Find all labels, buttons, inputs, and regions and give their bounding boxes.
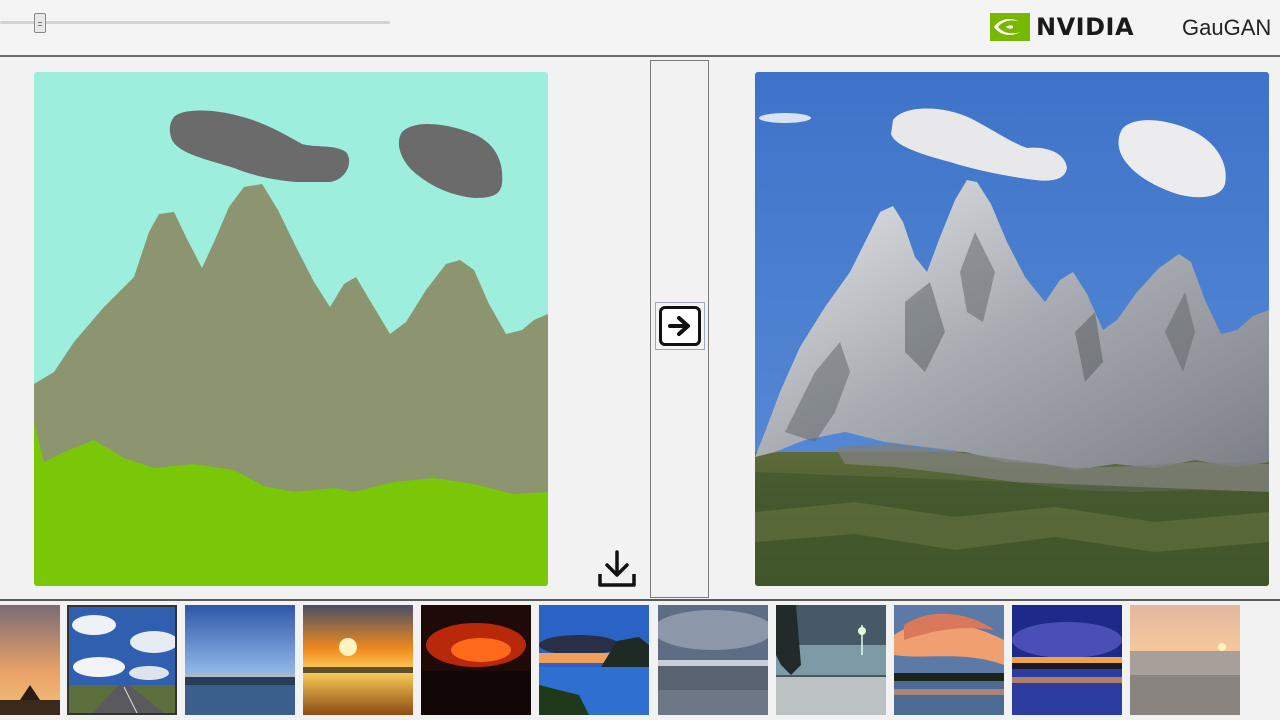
mountain-region <box>34 184 548 494</box>
grass-patches <box>755 502 1269 552</box>
cloud <box>1118 120 1226 198</box>
download-button[interactable] <box>597 548 637 590</box>
brand-name: NVIDIA <box>1036 13 1135 41</box>
style-thumbnail[interactable] <box>894 605 1004 715</box>
style-thumbnail[interactable] <box>303 605 413 715</box>
generated-output-image <box>755 72 1269 586</box>
brush-size-slider-thumb[interactable] <box>34 13 46 33</box>
style-thumbnail[interactable] <box>539 605 649 715</box>
style-thumbnail[interactable] <box>776 605 886 715</box>
cloud <box>759 113 811 123</box>
generate-button-frame <box>659 306 701 346</box>
segmentation-canvas[interactable] <box>34 72 548 586</box>
nvidia-logo: NVIDIA <box>990 12 1134 42</box>
style-thumbnail[interactable] <box>1012 605 1122 715</box>
app-title: GauGAN <box>1182 15 1272 40</box>
style-thumbnail[interactable] <box>185 605 295 715</box>
top-toolbar: NVIDIA GauGAN <box>0 0 1280 57</box>
style-thumbnail[interactable] <box>421 605 531 715</box>
style-thumbnail[interactable] <box>67 605 177 715</box>
nvidia-eye-icon <box>990 13 1030 41</box>
style-thumbnail[interactable] <box>658 605 768 715</box>
rock-shadow <box>785 232 1195 442</box>
cloud-region <box>398 123 503 198</box>
mountains <box>755 180 1269 470</box>
cloud <box>891 108 1067 181</box>
arrow-right-icon <box>668 316 690 336</box>
brush-size-slider[interactable] <box>0 21 390 24</box>
cloud-region <box>169 110 350 182</box>
style-thumbnail[interactable] <box>1130 605 1240 715</box>
rubble <box>835 444 1269 492</box>
generate-button[interactable] <box>655 302 705 350</box>
download-icon <box>598 550 636 587</box>
style-thumbnail[interactable] <box>0 605 60 715</box>
rock-shadow <box>905 282 1103 382</box>
style-thumbnail-strip <box>0 599 1280 720</box>
